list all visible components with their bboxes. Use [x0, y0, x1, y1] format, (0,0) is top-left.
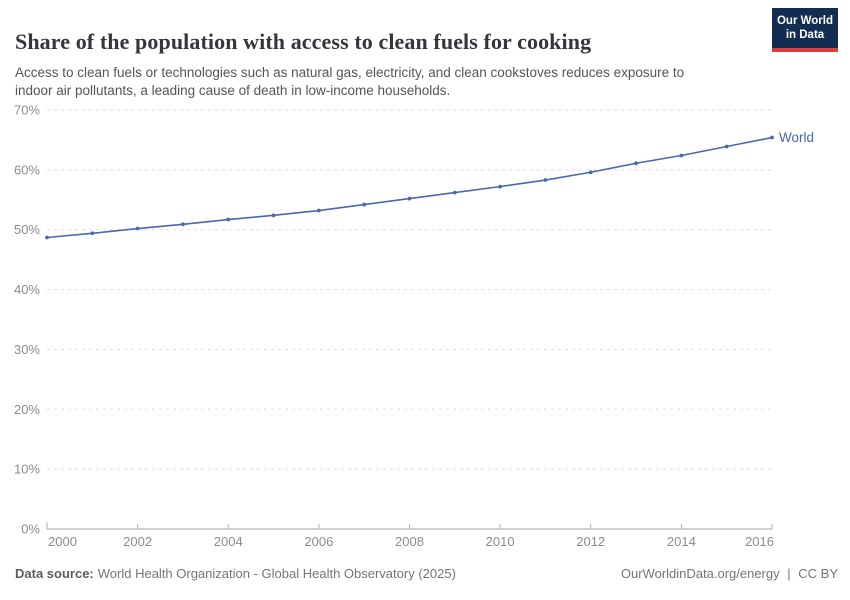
x-axis-tick-label: 2012 [576, 534, 605, 549]
x-axis-tick-label: 2000 [48, 534, 77, 549]
x-axis-tick-label: 2002 [123, 534, 152, 549]
data-point [407, 196, 412, 201]
data-point [271, 213, 276, 218]
line-chart: 0% 10% 20% 30% 40% 50% 60% 70% 2000 2002 2004 2006 2… [14, 103, 814, 550]
x-axis-tick-label: 2004 [214, 534, 243, 549]
data-source-label: Data source: [15, 566, 94, 581]
series-world[interactable]: World [45, 130, 814, 240]
data-point [543, 178, 548, 182]
x-axis-tick-label: 2016 [745, 534, 774, 549]
y-axis-tick-label: 10% [14, 462, 40, 477]
data-point [588, 170, 593, 175]
trend-line[interactable] [46, 136, 773, 239]
x-axis-tick-label: 2010 [486, 534, 515, 549]
data-point [135, 226, 140, 231]
data-point [679, 153, 684, 158]
data-point [226, 217, 231, 222]
data-point [634, 161, 638, 166]
data-source-text: World Health Organization - Global Healt… [97, 566, 456, 581]
license-text: CC BY [798, 566, 838, 581]
data-point [316, 208, 321, 213]
series-label-world[interactable]: World [779, 130, 814, 145]
footer-credits: OurWorldinData.org/energy | CC BY [617, 566, 838, 581]
y-axis-tick-label: 20% [14, 402, 40, 417]
footer-separator: | [787, 566, 791, 581]
y-axis-tick-label: 70% [14, 103, 40, 118]
y-axis-tick-label: 0% [21, 522, 40, 537]
y-axis-tick-label: 50% [14, 222, 40, 237]
chart-subtitle: Access to clean fuels or technologies su… [15, 64, 685, 99]
data-point [181, 222, 185, 227]
y-axis-tick-label: 40% [14, 282, 40, 297]
owid-logo[interactable]: Our World in Data [772, 8, 838, 52]
data-point [90, 231, 95, 236]
x-axis-tick-label: 2006 [304, 534, 333, 549]
owid-logo-line2: in Data [785, 28, 825, 41]
owid-url-link[interactable]: OurWorldinData.org/energy [620, 566, 780, 581]
data-point [498, 184, 503, 189]
chart-footer: Data source: World Health Organization - … [15, 566, 838, 581]
chart-title: Share of the population with access to c… [15, 28, 592, 54]
x-axis-tick-label: 2008 [395, 534, 424, 549]
owid-logo-line1: Our World [776, 15, 833, 27]
data-point [724, 144, 729, 149]
data-point [362, 202, 367, 207]
y-axis-tick-label: 30% [14, 342, 40, 357]
data-point [45, 235, 49, 240]
data-source: Data source: World Health Organization - … [15, 566, 456, 581]
data-point [452, 190, 457, 195]
x-axis-tick-label: 2014 [667, 534, 696, 549]
data-point [770, 135, 774, 140]
y-axis-tick-label: 60% [14, 162, 40, 177]
